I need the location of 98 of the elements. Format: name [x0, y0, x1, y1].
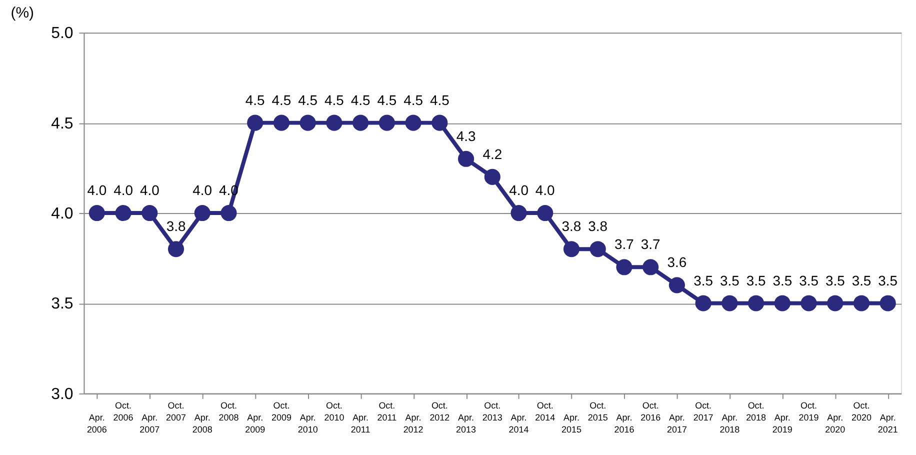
x-tick-label: Oct. 2006: [113, 400, 134, 422]
y-tick-label: 3.0: [51, 386, 74, 403]
x-tick-label: Oct. 2011: [377, 400, 397, 422]
point: [616, 259, 632, 276]
point: [247, 114, 264, 131]
data-label: 3.6: [667, 254, 687, 270]
point: [853, 295, 870, 312]
data-label: 4.5: [298, 92, 318, 108]
data-label: 4.5: [245, 92, 266, 108]
data-label: 4.0: [535, 182, 556, 198]
x-tick-label: Apr. 2021: [878, 412, 898, 434]
x-tick-label: Apr. 2019: [772, 412, 792, 434]
x-tick-label: Oct. 2014: [535, 400, 556, 422]
x-tick-label: Apr. 2010: [298, 412, 318, 434]
x-tick-label: Apr. 2009: [245, 412, 266, 434]
point: [774, 295, 790, 312]
point: [642, 259, 659, 276]
data-label: 4.5: [430, 92, 450, 108]
x-tick-label: Oct. 2009: [271, 400, 292, 422]
point: [273, 114, 290, 131]
data-label: 4.0: [87, 182, 107, 198]
x-tick-label: Oct. 2015: [588, 400, 608, 422]
x-tick-label: Apr. 2017: [666, 412, 687, 434]
x-tick-label: Apr. 2011: [350, 412, 370, 434]
y-tick-label: 4.0: [51, 206, 74, 223]
x-tick-label: Apr. 2006: [86, 412, 107, 434]
point: [800, 295, 817, 312]
point: [458, 150, 474, 167]
data-label: 3.5: [799, 272, 819, 288]
data-label: 3.7: [614, 236, 634, 252]
y-tick-label: 3.5: [51, 296, 74, 313]
x-tick-label: Oct. 2018: [746, 400, 766, 422]
point: [378, 114, 395, 131]
x-tick-label: Oct. 2019: [798, 400, 819, 422]
x-tick-label: Apr. 2015: [562, 412, 582, 434]
x-tick-label: Oct. 2016: [640, 400, 661, 422]
point: [432, 114, 448, 131]
x-tick-label: Apr. 2012: [403, 412, 424, 434]
point: [748, 295, 764, 312]
point: [352, 114, 369, 131]
data-label: 3.8: [166, 218, 186, 234]
point: [115, 205, 132, 222]
point: [194, 205, 210, 222]
data-label: 3.5: [852, 272, 872, 288]
y-axis-title: (%): [10, 4, 34, 22]
x-tick-label: Oct. 2012: [430, 400, 450, 422]
data-label: 3.5: [746, 272, 766, 288]
x-tick-label: Apr. 2007: [140, 412, 160, 434]
point: [668, 277, 685, 294]
data-label: 3.5: [772, 272, 792, 288]
y-tick-label: 4.5: [51, 115, 74, 132]
point: [827, 295, 844, 312]
point: [88, 205, 105, 222]
x-tick-label: Oct. 2020: [852, 400, 872, 422]
y-tick-label: 5.0: [51, 25, 74, 42]
x-tick-label: Apr. 2008: [192, 412, 212, 434]
point: [484, 168, 500, 185]
x-tick-label: Apr. 2018: [720, 412, 740, 434]
x-tick-label: Apr. 2020: [825, 412, 846, 434]
point: [880, 295, 896, 312]
data-label: 4.0: [114, 182, 134, 198]
x-tick-label: Oct. 2017: [693, 400, 714, 422]
point: [142, 205, 158, 222]
data-label: 4.0: [509, 182, 529, 198]
point: [405, 114, 422, 131]
point: [590, 241, 606, 258]
point: [563, 241, 580, 258]
point: [537, 205, 554, 222]
data-label: 3.5: [694, 272, 714, 288]
x-tick-label: Apr. 2016: [614, 412, 634, 434]
point: [722, 295, 738, 312]
data-label: 3.7: [640, 236, 661, 252]
data-label: 4.5: [272, 92, 292, 108]
data-label: 4.3: [456, 128, 476, 144]
point: [220, 205, 237, 222]
x-tick-label: Apr. 2013: [456, 412, 476, 434]
data-label: 4.5: [404, 92, 424, 108]
point: [300, 114, 316, 131]
data-label: 4.0: [140, 182, 160, 198]
data-label: 3.8: [562, 218, 582, 234]
data-label: 3.8: [588, 218, 608, 234]
data-label: 3.5: [720, 272, 740, 288]
point: [168, 241, 184, 258]
point: [695, 295, 712, 312]
data-label: 4.5: [324, 92, 344, 108]
x-tick-label: Oct. 2010: [324, 400, 344, 422]
data-label: 4.2: [482, 146, 502, 162]
x-tick-label: Oct. 2013: [482, 400, 502, 422]
data-label: 3.5: [825, 272, 846, 288]
x-tick-label: Oct. 2008: [218, 400, 239, 422]
x-tick-label: Oct. 2007: [166, 400, 186, 422]
x-tick-label: Apr. 2014: [508, 412, 529, 434]
point: [326, 114, 342, 131]
point: [510, 205, 527, 222]
data-label: 4.5: [377, 92, 397, 108]
data-label: 4.0: [192, 182, 212, 198]
data-label: 4.5: [350, 92, 370, 108]
data-label: 3.5: [878, 272, 898, 288]
